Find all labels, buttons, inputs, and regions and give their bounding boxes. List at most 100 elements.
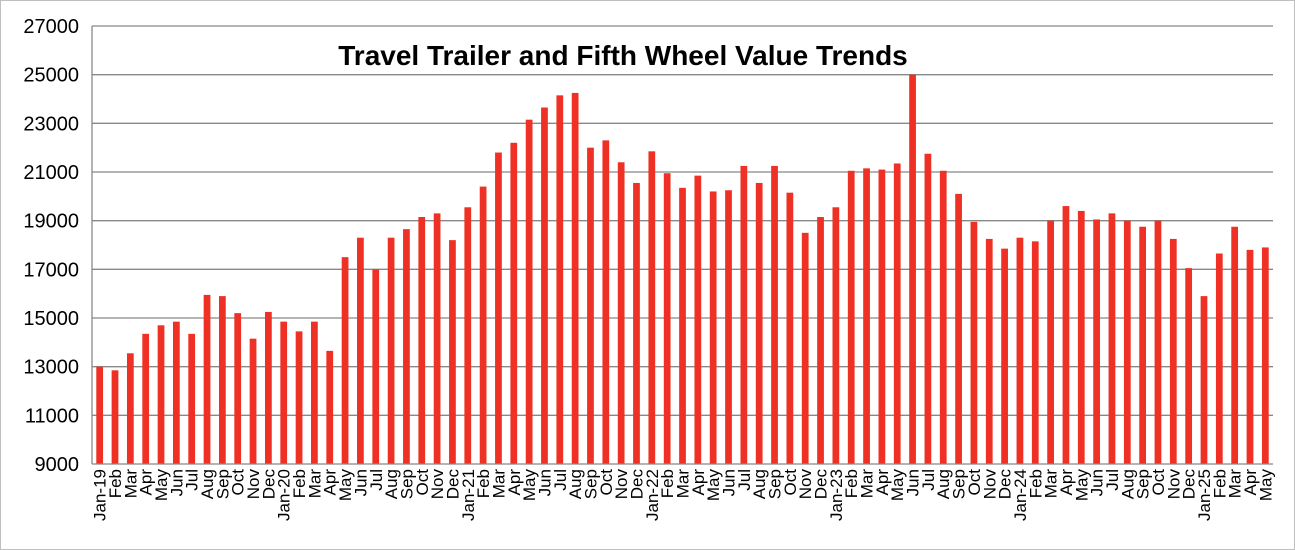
bar <box>740 165 748 465</box>
x-tick-label: Mar <box>121 469 140 499</box>
bar <box>387 237 395 464</box>
x-tick-label: Feb <box>290 469 309 498</box>
bar <box>111 370 119 464</box>
bar <box>326 350 334 464</box>
y-tick-label: 17000 <box>23 259 79 281</box>
bar <box>786 192 794 464</box>
bar <box>617 162 625 464</box>
y-tick-label: 21000 <box>23 162 79 184</box>
bar <box>464 207 472 464</box>
x-tick-label: Jun <box>351 469 370 496</box>
y-tick-label: 13000 <box>23 357 79 379</box>
x-tick-label: Oct <box>597 469 616 496</box>
bar <box>832 207 840 464</box>
x-tick-label: Jun <box>1088 469 1107 496</box>
x-tick-label: Oct <box>413 469 432 496</box>
bar <box>893 163 901 465</box>
x-tick-label: Nov <box>980 469 999 500</box>
bar <box>479 186 487 464</box>
bar <box>449 240 456 464</box>
x-tick-label: Jun <box>167 469 186 496</box>
x-tick-label: Sep <box>950 469 969 499</box>
x-tick-label: Jan-20 <box>275 469 294 521</box>
bar <box>357 237 364 464</box>
bar <box>1169 238 1177 464</box>
bar <box>939 170 947 464</box>
x-tick-label: Dec <box>1180 469 1199 500</box>
bar <box>602 140 610 464</box>
x-tick-label: May <box>704 469 723 502</box>
x-tick-label: Mar <box>489 469 508 499</box>
x-tick-label: Jan-21 <box>459 469 478 521</box>
x-tick-label: Jul <box>551 469 570 491</box>
x-tick-label: Aug <box>1118 469 1137 499</box>
bar <box>587 147 594 465</box>
x-tick-label: Aug <box>382 469 401 499</box>
bar <box>418 217 426 464</box>
x-tick-label: Jan-25 <box>1195 469 1214 521</box>
bar <box>709 191 717 464</box>
bar <box>249 338 257 464</box>
x-tick-label: Nov <box>1164 469 1183 500</box>
bar <box>878 169 886 464</box>
x-tick-label: Feb <box>658 469 677 498</box>
bar <box>525 119 533 465</box>
x-tick-label: Sep <box>581 469 600 499</box>
bar <box>817 217 824 464</box>
x-tick-label: Nov <box>244 469 263 500</box>
x-tick-label: Nov <box>428 469 447 500</box>
bar <box>172 321 180 464</box>
bar <box>1139 226 1147 464</box>
x-tick-label: Jul <box>367 469 386 491</box>
bar <box>663 173 671 464</box>
x-tick-label: Feb <box>106 469 125 498</box>
x-tick-label: Sep <box>213 469 232 499</box>
x-tick-label: Jun <box>720 469 739 496</box>
x-tick-label: Oct <box>1149 469 1168 496</box>
bar <box>234 313 242 464</box>
bar <box>633 182 640 464</box>
bar <box>1077 210 1085 464</box>
x-tick-label: Oct <box>229 469 248 496</box>
y-tick-label: 27000 <box>23 16 79 38</box>
bar <box>495 152 502 464</box>
x-tick-label: Sep <box>1134 469 1153 499</box>
x-tick-label: Dec <box>443 469 462 500</box>
x-tick-label: Jul <box>183 469 202 491</box>
bar <box>556 95 564 464</box>
bar <box>219 296 226 464</box>
bar <box>1154 220 1162 464</box>
bar <box>1215 253 1223 464</box>
bar <box>1001 248 1008 464</box>
x-tick-label: Dec <box>996 469 1015 500</box>
x-tick-label: Jan-24 <box>1011 469 1030 521</box>
x-tick-label: Feb <box>474 469 493 498</box>
x-tick-label: Jun <box>904 469 923 496</box>
x-tick-label: May <box>1072 469 1091 502</box>
x-tick-label: Jan-22 <box>643 469 662 521</box>
bar <box>280 321 288 464</box>
x-tick-label: Jul <box>919 469 938 491</box>
bar <box>571 92 579 465</box>
chart-title: Travel Trailer and Fifth Wheel Value Tre… <box>338 40 908 71</box>
x-tick-label: Dec <box>259 469 278 500</box>
bar <box>679 187 686 464</box>
bar <box>96 366 104 464</box>
bar <box>126 353 134 464</box>
bar <box>694 175 702 464</box>
y-tick-label: 9000 <box>35 454 80 476</box>
x-tick-label: Jun <box>535 469 554 496</box>
x-axis-tick-labels: Jan-19FebMarAprMayJunJulAugSepOctNovDecJ… <box>91 469 1276 521</box>
bar <box>403 229 410 464</box>
bar <box>970 221 978 464</box>
bar <box>265 311 272 464</box>
bar <box>372 269 380 464</box>
bar <box>295 331 303 464</box>
x-tick-label: Oct <box>781 469 800 496</box>
x-tick-label: Mar <box>305 469 324 499</box>
x-tick-label: Nov <box>612 469 631 500</box>
x-tick-label: May <box>336 469 355 502</box>
bar <box>510 142 518 465</box>
x-tick-label: Aug <box>198 469 217 499</box>
